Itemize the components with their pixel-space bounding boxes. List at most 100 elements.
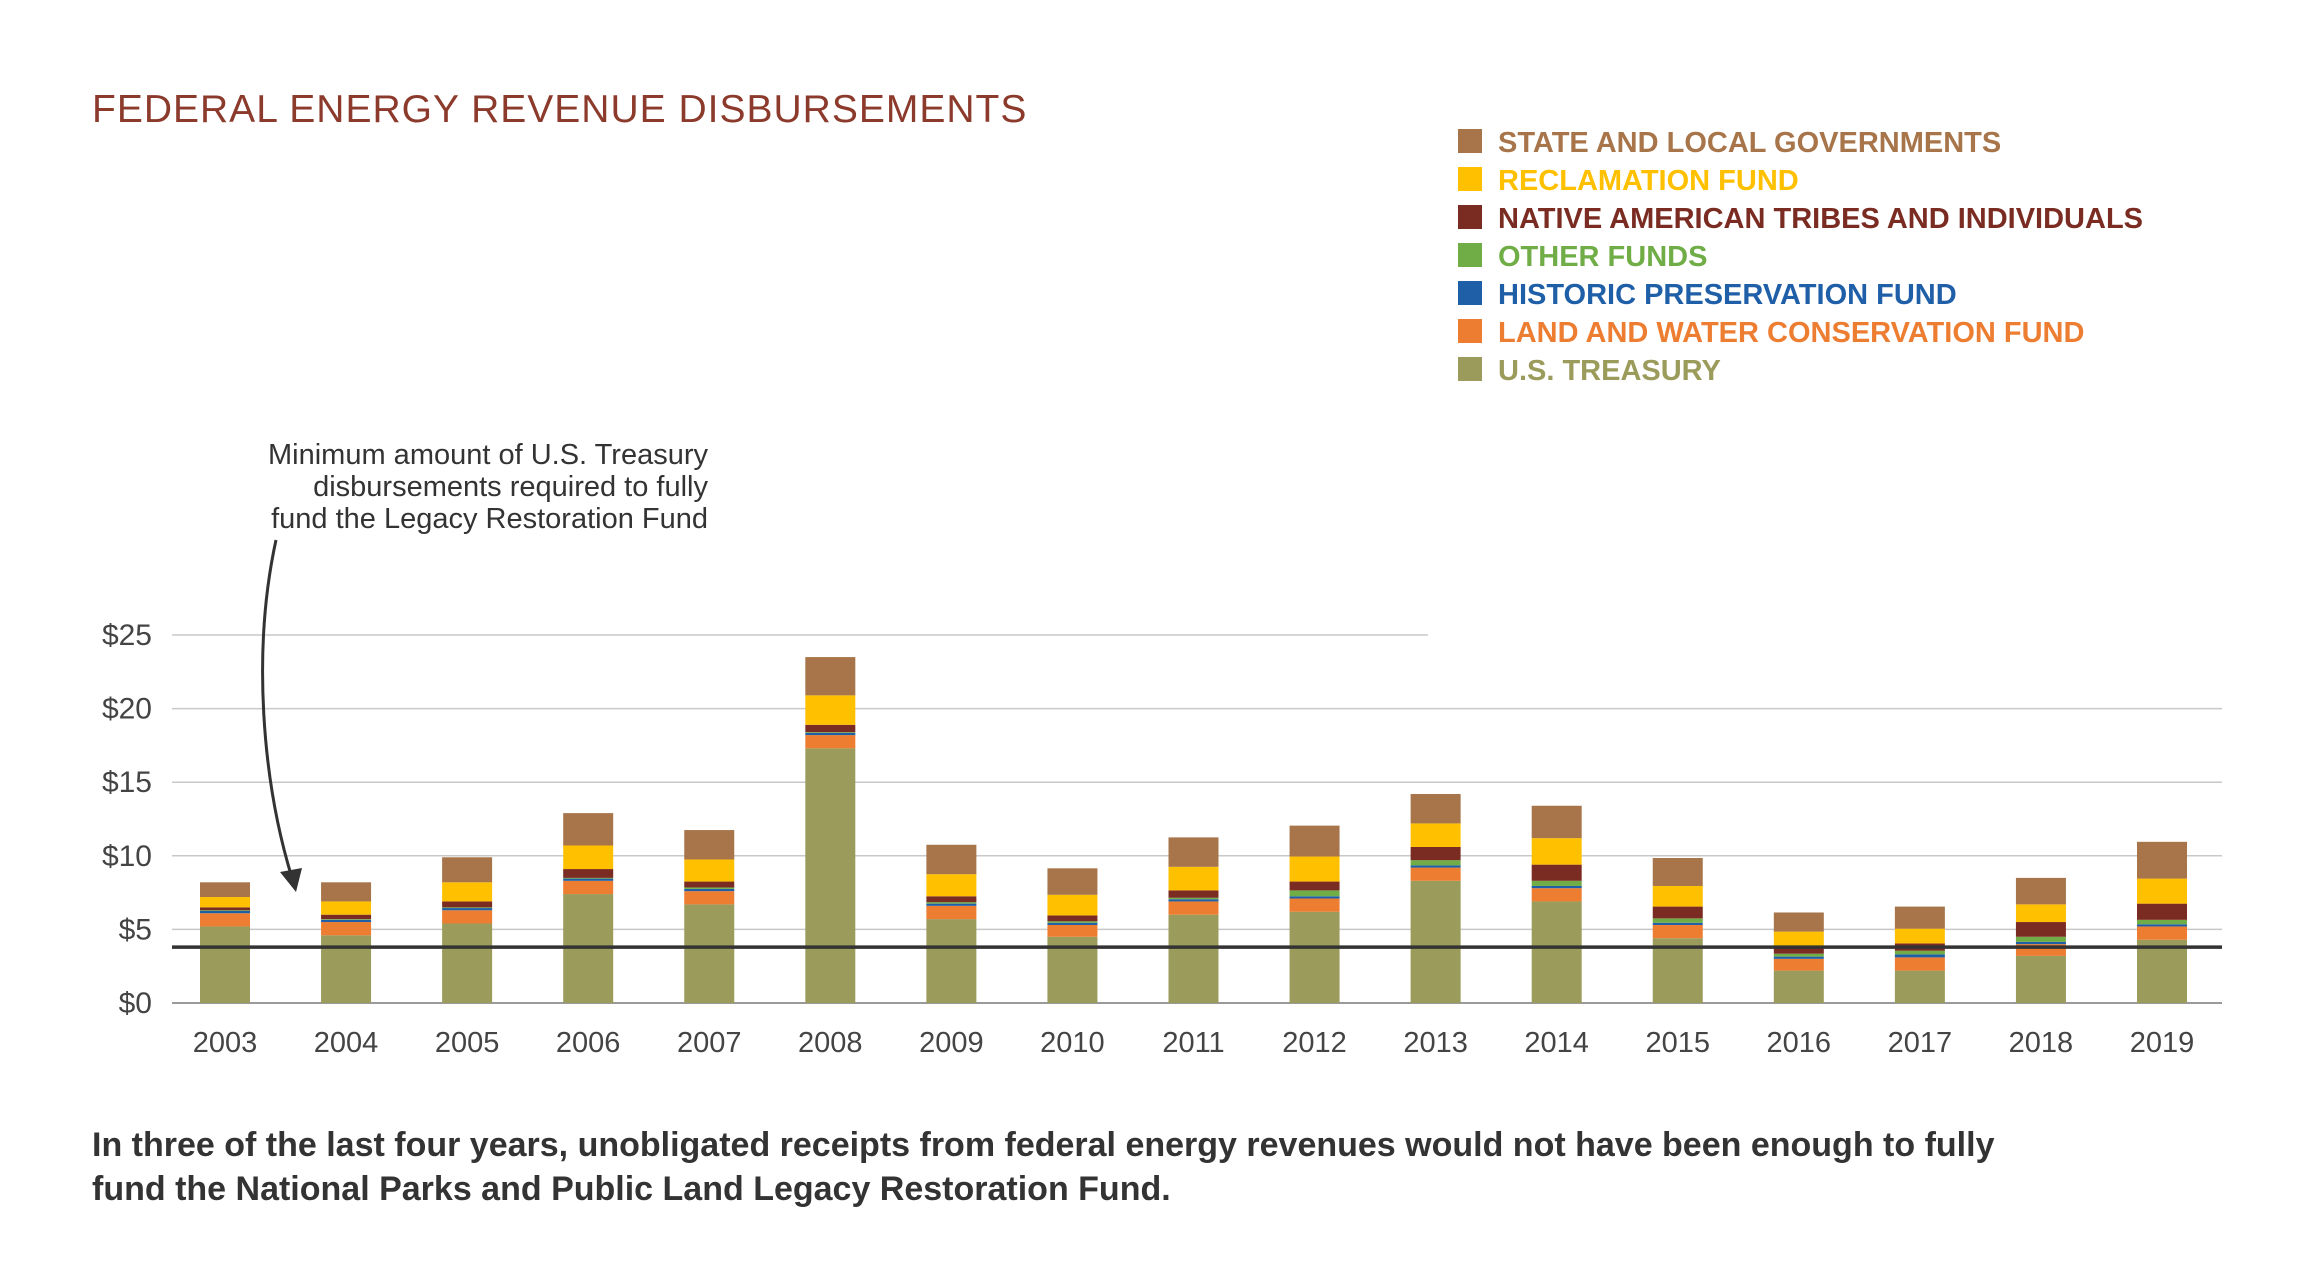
legend-label: HISTORIC PRESERVATION FUND: [1498, 279, 1957, 311]
bar-segment: [2015, 936, 2066, 942]
bar-segment: [1531, 864, 1582, 881]
bar-segment: [442, 908, 493, 911]
bar-segment: [1773, 970, 1824, 1003]
bar-segment: [1894, 957, 1945, 971]
x-tick-label: 2019: [2130, 1027, 2195, 1059]
bar-segment: [442, 910, 493, 924]
bar-segment: [1410, 880, 1461, 1003]
bar-segment: [1047, 868, 1098, 895]
bar-segment: [1652, 922, 1703, 925]
bar-segment: [1410, 793, 1461, 824]
bar-segment: [563, 813, 614, 846]
arrowhead-icon: [280, 868, 302, 892]
legend-label: LAND AND WATER CONSERVATION FUND: [1498, 317, 2084, 349]
bar-segment: [1047, 922, 1098, 925]
bar-segment: [1531, 885, 1582, 889]
bar-segment: [1168, 890, 1219, 898]
bar-segment: [1652, 938, 1703, 1003]
legend-swatch: [1458, 129, 1482, 153]
bar-segment: [2137, 841, 2187, 879]
x-tick-label: 2016: [1767, 1027, 1832, 1059]
bar-segment: [1894, 950, 1945, 955]
bar-segment: [926, 903, 977, 906]
bar-segment: [563, 880, 614, 895]
bar-segment: [1894, 928, 1945, 944]
bar-segment: [684, 888, 735, 892]
y-tick-label: $5: [119, 913, 152, 946]
bar-segment: [1894, 906, 1945, 929]
legend-label: NATIVE AMERICAN TRIBES AND INDIVIDUALS: [1498, 203, 2143, 235]
bars: [200, 657, 2187, 1003]
legend-swatch: [1458, 281, 1482, 305]
bar-segment: [1773, 956, 1824, 959]
legend-label: OTHER FUNDS: [1498, 241, 1707, 273]
annotation-text: fund the Legacy Restoration Fund: [271, 503, 708, 535]
bar-segment: [1410, 867, 1461, 881]
bar-segment: [563, 845, 614, 870]
bar-segment: [1047, 894, 1098, 916]
bar-segment: [1168, 837, 1219, 867]
bar-segment: [1531, 880, 1582, 886]
bar-segment: [1289, 856, 1340, 882]
bar-segment: [1289, 881, 1340, 891]
bar-segment: [1531, 805, 1582, 839]
y-tick-label: $10: [102, 840, 152, 873]
y-tick-label: $25: [102, 619, 152, 652]
bar-segment: [805, 695, 856, 725]
bar-segment: [2015, 941, 2066, 945]
bar-segment: [1531, 838, 1582, 865]
y-tick-label: $20: [102, 693, 152, 726]
bar-segment: [442, 882, 493, 902]
bar-segment: [1410, 846, 1461, 861]
bar-segment: [1652, 918, 1703, 923]
legend-swatch: [1458, 167, 1482, 191]
bar-segment: [200, 882, 250, 898]
bar-segment: [1289, 898, 1340, 912]
x-axis-ticks: 2003 2004 2005 2006 2007 2008 2009 2010 2011 2012…: [193, 1027, 2195, 1059]
bar-segment: [1289, 890, 1340, 897]
bar-segment: [926, 919, 977, 1003]
legend-label: STATE AND LOCAL GOVERNMENTS: [1498, 127, 2001, 159]
bar-segment: [1047, 921, 1098, 923]
bar-segment: [442, 923, 493, 1003]
x-tick-label: 2014: [1524, 1027, 1589, 1059]
bar-segment: [2137, 939, 2187, 1003]
bar-segment: [442, 907, 493, 909]
x-tick-label: 2005: [435, 1027, 500, 1059]
bar-segment: [321, 922, 372, 936]
bar-segment: [805, 732, 856, 733]
y-axis-ticks: $0 $5 $10 $15 $20 $25: [102, 619, 152, 1020]
bar-segment: [442, 901, 493, 908]
bar-segment: [1168, 897, 1219, 900]
legend-swatch: [1458, 243, 1482, 267]
bar-segment: [805, 735, 856, 749]
y-tick-label: $15: [102, 766, 152, 799]
bar-segment: [684, 904, 735, 1003]
bar-segment: [2137, 924, 2187, 927]
bar-segment: [926, 896, 977, 903]
bar-segment: [1289, 911, 1340, 1003]
caption: In three of the last four years, unoblig…: [92, 1126, 1995, 1208]
x-tick-label: 2009: [919, 1027, 984, 1059]
bar-segment: [1773, 912, 1824, 932]
bar-segment: [321, 919, 372, 920]
bar-segment: [1773, 953, 1824, 957]
bar-segment: [1168, 866, 1219, 891]
bar-segment: [926, 905, 977, 920]
bar-segment: [563, 877, 614, 879]
legend-label: U.S. TREASURY: [1498, 355, 1721, 387]
bar-segment: [2015, 922, 2066, 937]
annotation: Minimum amount of U.S. Treasurydisbursem…: [261, 439, 708, 892]
bar-segment: [200, 913, 250, 927]
bar-segment: [684, 887, 735, 889]
y-tick-label: $0: [119, 987, 152, 1020]
bar-segment: [2137, 903, 2187, 920]
x-tick-label: 2018: [2009, 1027, 2074, 1059]
bar-segment: [805, 748, 856, 1003]
legend-swatch: [1458, 357, 1482, 381]
bar-segment: [684, 859, 735, 882]
bar-segment: [1894, 970, 1945, 1003]
bar-segment: [563, 878, 614, 881]
bar-segment: [1047, 915, 1098, 922]
